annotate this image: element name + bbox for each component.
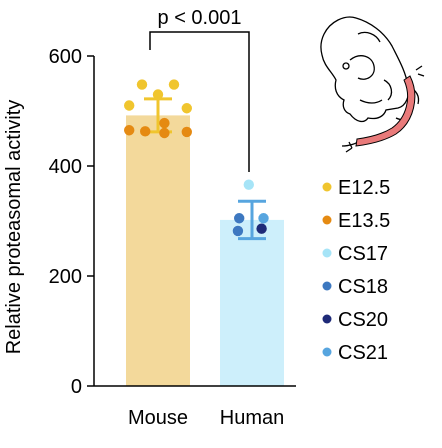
data-point-e12-5 <box>181 103 192 114</box>
data-point-e13-5 <box>159 127 170 139</box>
data-point-cs17 <box>243 179 254 190</box>
y-tick-label: 400 <box>49 156 82 178</box>
legend-marker-cs20 <box>322 314 332 324</box>
x-tick-label-mouse: Mouse <box>128 407 188 429</box>
legend-marker-cs21 <box>322 347 332 357</box>
data-point-e13-5 <box>140 126 151 137</box>
legend: E12.5 E13.5 CS17 CS18 CS20 CS21 <box>322 177 390 364</box>
data-point-e12-5 <box>168 79 180 90</box>
p-value-annotation: p < 0.001 <box>158 7 242 29</box>
embryo-illustration <box>320 16 425 153</box>
data-point-cs20 <box>256 223 267 234</box>
data-point-cs18 <box>232 225 244 237</box>
legend-label-cs17: CS17 <box>338 243 388 265</box>
x-tick-label-human: Human <box>220 407 284 429</box>
data-point-cs21 <box>258 213 269 224</box>
data-point-e12-5 <box>124 100 135 111</box>
bar-mouse <box>126 115 190 387</box>
legend-label-e13-5: E13.5 <box>338 210 390 232</box>
data-point-cs18 <box>234 213 245 224</box>
bar-human <box>220 219 284 386</box>
y-tick-label: 0 <box>71 376 82 398</box>
data-point-e13-5 <box>124 125 135 136</box>
embryo-highlight <box>355 75 416 147</box>
legend-label-cs21: CS21 <box>338 342 388 364</box>
legend-marker-cs18 <box>322 281 332 291</box>
legend-marker-e12-5 <box>322 182 332 192</box>
data-point-e13-5 <box>181 126 192 138</box>
legend-marker-e13-5 <box>322 215 332 225</box>
legend-label-e12-5: E12.5 <box>338 177 390 199</box>
legend-label-cs20: CS20 <box>338 309 388 331</box>
data-point-e12-5 <box>152 89 164 100</box>
significance-bracket <box>149 31 250 172</box>
legend-label-cs18: CS18 <box>338 276 388 298</box>
data-point-e13-5 <box>159 117 170 129</box>
data-point-e12-5 <box>136 79 148 90</box>
y-axis-title: Relative proteasomal activity <box>3 100 25 355</box>
y-tick-label: 200 <box>49 266 82 288</box>
y-tick-label: 600 <box>49 46 82 68</box>
plot-area: 0 200 400 600 Mouse Human Relative proteasomal… <box>3 7 296 429</box>
legend-marker-cs17 <box>322 248 332 258</box>
